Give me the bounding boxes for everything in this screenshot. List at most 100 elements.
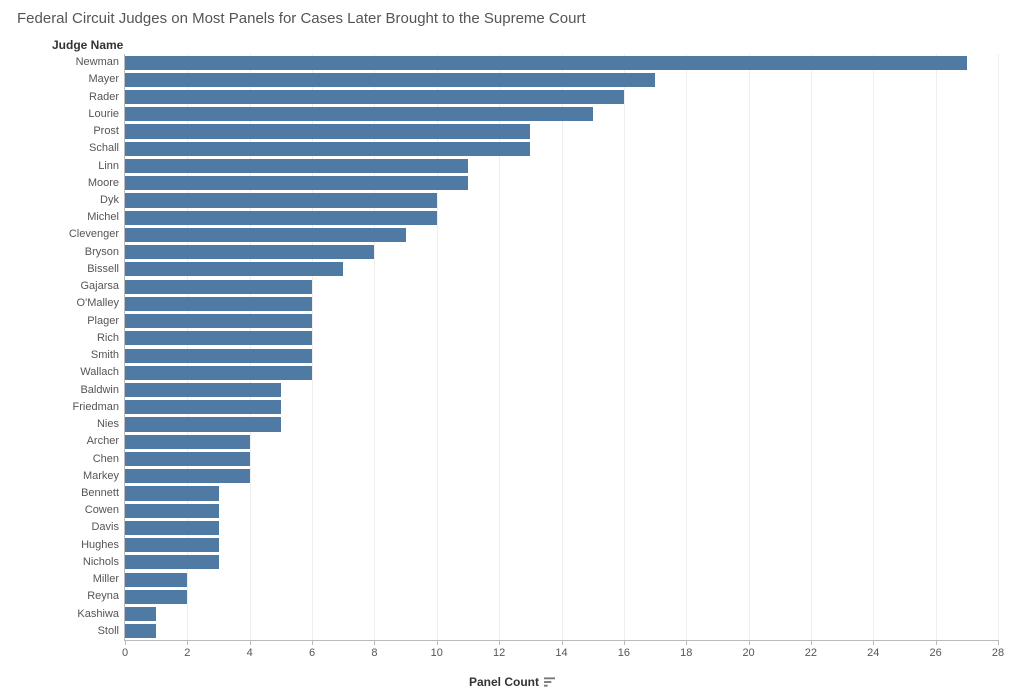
gridline: [998, 54, 999, 640]
x-tick-label: 20: [742, 647, 754, 659]
judge-label: Clevenger: [69, 229, 119, 240]
x-tick-label: 6: [309, 647, 315, 659]
x-tick: [749, 640, 750, 645]
x-tick: [312, 640, 313, 645]
x-tick-label: 10: [431, 647, 443, 659]
bar-row: Miller: [125, 573, 998, 587]
x-tick: [437, 640, 438, 645]
x-tick: [499, 640, 500, 645]
x-tick-label: 12: [493, 647, 505, 659]
bar-row: Gajarsa: [125, 280, 998, 294]
judge-label: Dyk: [100, 195, 119, 206]
sort-descending-icon: [544, 677, 555, 687]
x-tick: [374, 640, 375, 645]
x-tick: [686, 640, 687, 645]
bar-row: Plager: [125, 314, 998, 328]
bar-row: Archer: [125, 435, 998, 449]
judge-label: Nies: [97, 419, 119, 430]
judge-label: Stoll: [98, 626, 119, 637]
bar-row: Wallach: [125, 366, 998, 380]
judge-label: Linn: [98, 161, 119, 172]
judge-label: Gajarsa: [80, 281, 119, 292]
judge-label: Archer: [87, 436, 119, 447]
bar: [125, 349, 312, 363]
bar-row: Newman: [125, 56, 998, 70]
x-axis-title-text: Panel Count: [469, 675, 539, 689]
bar: [125, 124, 530, 138]
x-tick: [936, 640, 937, 645]
x-tick-label: 16: [618, 647, 630, 659]
bar: [125, 73, 655, 87]
bar: [125, 262, 343, 276]
judge-label: Hughes: [81, 540, 119, 551]
bar-row: Lourie: [125, 107, 998, 121]
bar-row: O'Malley: [125, 297, 998, 311]
bar-row: Stoll: [125, 624, 998, 638]
bar: [125, 400, 281, 414]
bar-row: Nichols: [125, 555, 998, 569]
bar: [125, 417, 281, 431]
bar: [125, 159, 468, 173]
judge-label: Smith: [91, 350, 119, 361]
x-tick: [624, 640, 625, 645]
bar-row: Markey: [125, 469, 998, 483]
judge-label: Moore: [88, 178, 119, 189]
x-tick: [187, 640, 188, 645]
bar: [125, 366, 312, 380]
bar-row: Bennett: [125, 486, 998, 500]
judge-label: O'Malley: [77, 298, 119, 309]
x-tick-label: 4: [247, 647, 253, 659]
bar: [125, 228, 406, 242]
x-tick-label: 22: [805, 647, 817, 659]
judge-label: Kashiwa: [77, 609, 119, 620]
judge-label: Wallach: [80, 367, 119, 378]
bar-row: Schall: [125, 142, 998, 156]
bar-row: Kashiwa: [125, 607, 998, 621]
judge-label: Michel: [87, 212, 119, 223]
bar: [125, 590, 187, 604]
bar-row: Davis: [125, 521, 998, 535]
bar: [125, 331, 312, 345]
bar-row: Prost: [125, 124, 998, 138]
bar-row: Bryson: [125, 245, 998, 259]
x-tick-label: 14: [555, 647, 567, 659]
bar: [125, 280, 312, 294]
judge-label: Chen: [93, 454, 119, 465]
bar-row: Chen: [125, 452, 998, 466]
bar: [125, 538, 219, 552]
judge-label: Bennett: [81, 488, 119, 499]
bar-row: Baldwin: [125, 383, 998, 397]
x-tick: [125, 640, 126, 645]
x-tick: [873, 640, 874, 645]
bar: [125, 193, 437, 207]
bar: [125, 107, 593, 121]
bar-row: Dyk: [125, 193, 998, 207]
chart-title: Federal Circuit Judges on Most Panels fo…: [17, 10, 1009, 27]
x-tick-label: 18: [680, 647, 692, 659]
x-tick-label: 26: [930, 647, 942, 659]
judge-label: Newman: [76, 57, 119, 68]
judge-label: Baldwin: [80, 385, 119, 396]
x-tick: [998, 640, 999, 645]
bar-row: Clevenger: [125, 228, 998, 242]
bar: [125, 435, 250, 449]
judge-label: Friedman: [73, 402, 119, 413]
judge-label: Plager: [87, 316, 119, 327]
x-tick: [811, 640, 812, 645]
y-axis-title: Judge Name: [52, 38, 123, 52]
judge-label: Miller: [93, 574, 119, 585]
judge-label: Rich: [97, 333, 119, 344]
bar-row: Rader: [125, 90, 998, 104]
bar-row: Nies: [125, 417, 998, 431]
bar-row: Rich: [125, 331, 998, 345]
judge-label: Prost: [93, 126, 119, 137]
bar-row: Bissell: [125, 262, 998, 276]
bar: [125, 211, 437, 225]
bar-row: Hughes: [125, 538, 998, 552]
bar: [125, 607, 156, 621]
judge-label: Bryson: [85, 247, 119, 258]
plot-area: 0246810121416182022242628NewmanMayerRade…: [124, 54, 998, 641]
bar: [125, 245, 374, 259]
bar: [125, 297, 312, 311]
judge-label: Nichols: [83, 557, 119, 568]
